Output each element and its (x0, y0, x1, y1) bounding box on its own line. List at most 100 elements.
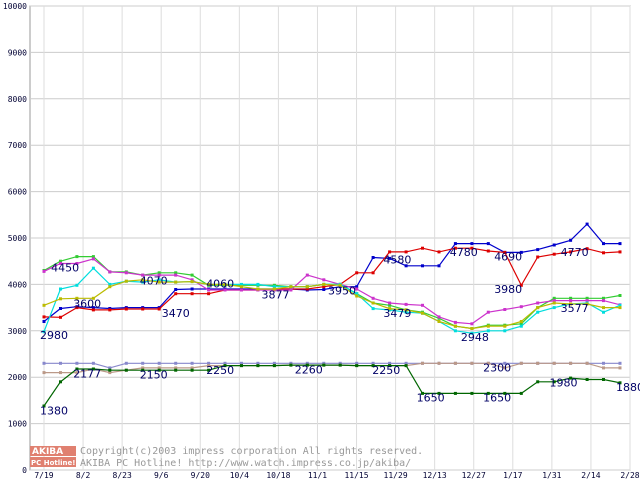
series-point (42, 361, 46, 365)
data-label: 4780 (450, 246, 478, 259)
series-point (75, 361, 79, 365)
data-label: 1650 (417, 391, 445, 404)
series-point (305, 363, 309, 367)
data-label: 4060 (206, 278, 234, 291)
series-point (355, 294, 359, 298)
series-point (585, 302, 589, 306)
data-label: 2948 (461, 331, 489, 344)
series-point (108, 270, 112, 274)
series-point (503, 250, 507, 254)
series-point (108, 285, 112, 289)
data-label: 3479 (383, 307, 411, 320)
series-point (569, 302, 573, 306)
series-point (190, 361, 194, 365)
series-point (157, 278, 161, 282)
series-point (108, 371, 112, 375)
series-point (519, 322, 523, 326)
series-point (569, 296, 573, 300)
series-point (355, 287, 359, 291)
series-point (486, 242, 490, 246)
y-tick-label: 9000 (8, 48, 27, 57)
series-point (453, 320, 457, 324)
series-point (355, 364, 359, 368)
series-point (157, 366, 161, 370)
series-point (322, 288, 326, 291)
series-point (174, 361, 178, 365)
x-tick-label: 12/13 (423, 471, 447, 480)
series-point (240, 282, 243, 286)
series-point (272, 361, 276, 365)
series-point (174, 280, 178, 284)
series-point (470, 391, 474, 395)
series-point (404, 302, 408, 306)
x-tick-label: 10/4 (230, 471, 249, 480)
series-point (602, 296, 605, 300)
y-tick-label: 5000 (8, 234, 27, 243)
x-axis-ticks: 7/19 8/2 8/23 9/6 9/20 10/4 10/18 11/1 11/15 11/2… (34, 471, 639, 480)
series-point (124, 368, 128, 372)
series-point (305, 287, 309, 291)
series-point (437, 391, 441, 395)
series-point (59, 287, 62, 291)
series-point (585, 361, 589, 365)
series-point (503, 361, 507, 365)
series-point (421, 303, 424, 307)
series-point (91, 308, 95, 312)
series-point (256, 287, 260, 291)
series-point (256, 361, 260, 365)
series-point (305, 361, 309, 365)
x-tick-label: 10/18 (266, 471, 290, 480)
series-point (124, 307, 128, 311)
series-point (421, 246, 424, 250)
y-tick-label: 10000 (3, 2, 27, 11)
x-tick-label: 11/1 (308, 471, 327, 480)
series-point (371, 271, 375, 275)
series-point (59, 380, 62, 384)
series-point (207, 282, 211, 286)
data-label: 3980 (494, 283, 522, 296)
series-point (59, 371, 62, 375)
logo-bottom-text: PC Hotline! (31, 459, 75, 467)
series-point (388, 250, 392, 254)
series-point (91, 296, 95, 300)
series-point (437, 315, 441, 319)
series-point (602, 306, 605, 310)
series-point (338, 363, 342, 367)
series-point (42, 315, 46, 319)
data-label: 1380 (40, 404, 68, 417)
series-point (207, 288, 211, 292)
series-point (289, 363, 293, 367)
series-point (355, 361, 359, 365)
series-point (157, 368, 161, 372)
series-point (437, 361, 441, 365)
y-axis-ticks: 0 1000 2000 3000 4000 5000 6000 7000 8000 9000 100… (3, 2, 27, 475)
series-point (569, 361, 573, 365)
series-point (519, 391, 523, 395)
series-point (585, 378, 589, 381)
series-point (256, 364, 260, 368)
data-label: 2260 (295, 364, 323, 377)
series-point (207, 364, 211, 368)
series-point (322, 278, 326, 282)
series-point (536, 380, 540, 384)
series-point (536, 310, 540, 314)
series-point (59, 262, 62, 265)
series-point (338, 283, 342, 287)
series-point (453, 324, 457, 328)
series-point (552, 380, 556, 384)
series-point (42, 269, 46, 273)
series-point (453, 246, 457, 250)
series-point (618, 306, 622, 310)
data-label: 2980 (40, 329, 68, 342)
series-point (322, 363, 326, 367)
series-point (618, 242, 622, 246)
series-point (404, 250, 408, 254)
series-point (141, 366, 145, 370)
series-point (355, 271, 359, 275)
series-point (486, 391, 490, 395)
series-point (486, 310, 490, 314)
data-label: 1650 (483, 391, 511, 404)
series-point (174, 368, 178, 372)
data-label: 1880 (616, 381, 640, 394)
series-point (207, 292, 211, 296)
